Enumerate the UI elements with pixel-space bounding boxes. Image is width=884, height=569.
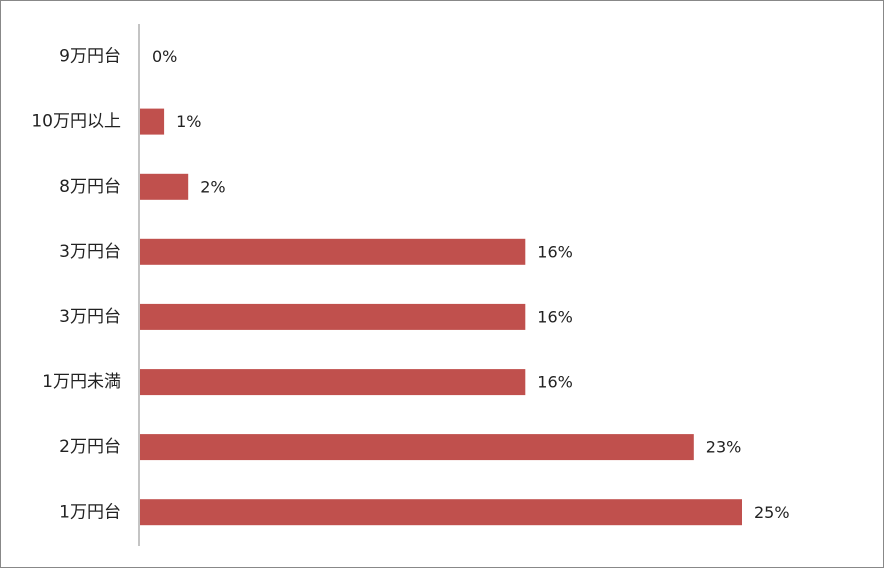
bar-4 — [140, 303, 526, 330]
bar-1 — [140, 108, 165, 135]
data-label: 2% — [200, 177, 225, 196]
category-label: 10万円以上 — [31, 112, 121, 132]
category-label: 2万円台 — [59, 437, 121, 457]
data-label: 16% — [537, 307, 573, 326]
data-label: 1% — [176, 112, 201, 131]
bar-7 — [140, 499, 742, 526]
category-label: 1万円台 — [59, 502, 121, 522]
category-label: 8万円台 — [59, 177, 121, 197]
category-label: 3万円台 — [59, 307, 121, 327]
data-label: 0% — [152, 47, 177, 66]
bar-3 — [140, 238, 526, 265]
data-label: 25% — [754, 503, 790, 522]
bar-5 — [140, 369, 526, 396]
labels-layer: 9万円台 0% 10万円以上 1% 8万円台 2% 3万円台 16% 3万円台 16% 1万円未満 1… — [31, 47, 789, 523]
bars-layer — [140, 108, 742, 526]
data-label: 16% — [537, 242, 573, 261]
bar-6 — [140, 434, 694, 461]
category-label: 9万円台 — [59, 47, 121, 67]
category-label: 3万円台 — [59, 242, 121, 262]
bar-2 — [140, 173, 189, 200]
data-label: 16% — [537, 373, 573, 392]
data-label: 23% — [706, 438, 742, 457]
category-label: 1万円未満 — [42, 372, 121, 392]
